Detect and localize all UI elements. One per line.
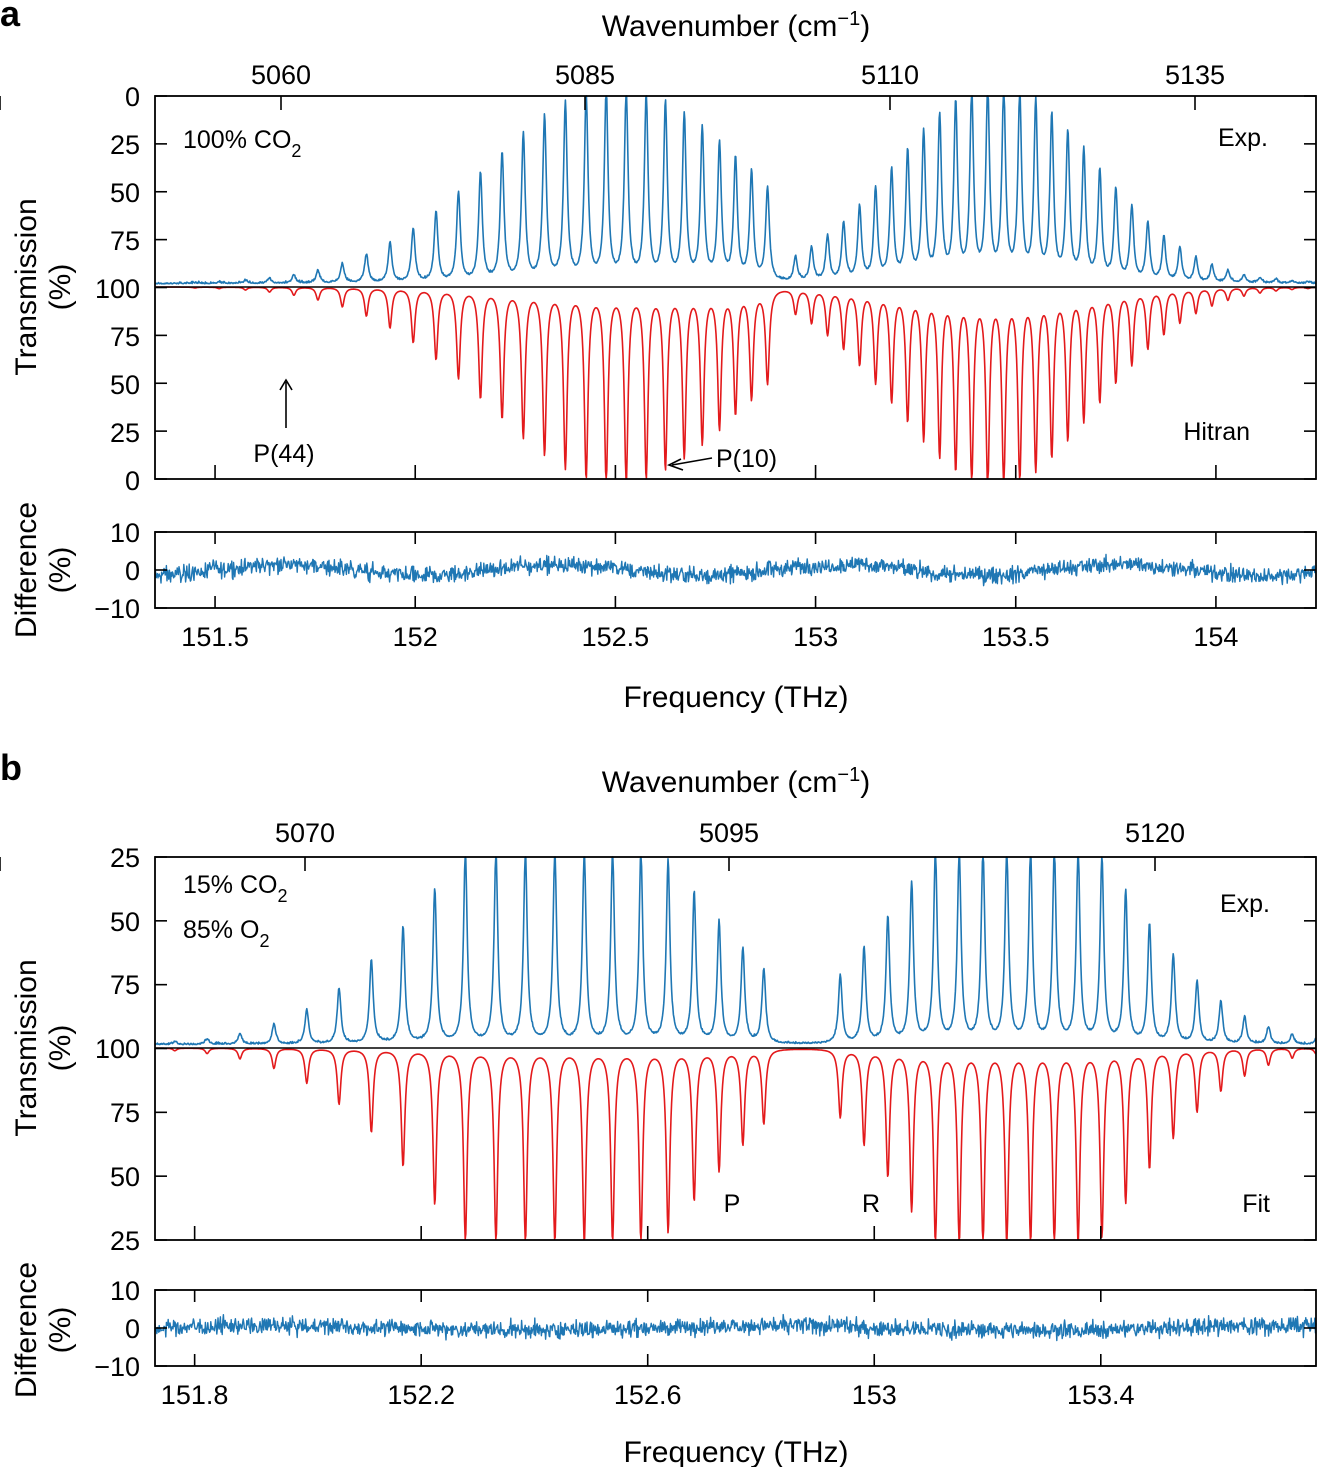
panel-a-top-tick-5085: 5085 xyxy=(555,60,615,90)
panel-a-diff-ytick-0: 0 xyxy=(125,556,140,586)
panel-b-ytick-25: 25 xyxy=(110,843,140,873)
panel-b-ytick-lower-50: 50 xyxy=(110,1162,140,1192)
panel-a-hitran-label: Hitran xyxy=(1183,418,1250,446)
panel-a-difference-ticks xyxy=(155,531,1316,609)
panel-a: a Wavenumber (cm−1) 5060 5085 5110 5135 … xyxy=(0,0,1317,714)
panel-b-diff-ylabel-unit: (%) xyxy=(44,1307,77,1354)
panel-b-gas-annotation-o2: 85% O2 xyxy=(183,916,269,951)
panel-a-xaxis-title: Frequency (THz) xyxy=(623,681,848,714)
panel-a-ytick-0: 0 xyxy=(125,82,140,112)
panel-b-xtick-152.6: 152.6 xyxy=(614,1380,682,1410)
panel-a-y-tick-labels: 0 25 50 75 100 75 50 25 0 xyxy=(95,82,140,496)
panel-b-xtick-153: 153 xyxy=(852,1380,897,1410)
panel-a-ytick-lower-50: 50 xyxy=(110,370,140,400)
panel-b-gas-annotation-co2: 15% CO2 xyxy=(183,871,288,906)
panel-b-xtick-153.4: 153.4 xyxy=(1067,1380,1135,1410)
panel-a-top-tick-5110: 5110 xyxy=(861,60,919,90)
panel-b-diff-ytick-0: 0 xyxy=(125,1314,140,1344)
panel-b-xaxis-title: Frequency (THz) xyxy=(623,1436,848,1467)
panel-a-ylabel-transmission: Transmission xyxy=(10,198,43,375)
panel-b-top-tick-labels: 5070 5095 5120 xyxy=(275,818,1185,848)
panel-b-x-tick-labels: 151.8 152.2 152.6 153 153.4 xyxy=(161,1380,1135,1410)
panel-a-exp-series xyxy=(154,95,1317,285)
panel-a-diff-ytick-m10: −10 xyxy=(94,594,140,624)
panel-a-xtick-152.5: 152.5 xyxy=(582,622,650,652)
panel-b-top-tick-5095: 5095 xyxy=(699,818,759,848)
panel-a-p10-arrow xyxy=(671,457,713,466)
panel-b-ytick-100: 100 xyxy=(95,1034,140,1064)
panel-b-ytick-lower-25: 25 xyxy=(110,1226,140,1256)
panel-b-diff-ytick-m10: −10 xyxy=(94,1352,140,1382)
panel-a-exp-label: Exp. xyxy=(1218,124,1268,152)
panel-a-diff-ylabel-unit: (%) xyxy=(44,547,77,594)
panel-a-diff-ytick-10: 10 xyxy=(110,518,140,548)
panel-a-xtick-154: 154 xyxy=(1193,622,1238,652)
panel-b-top-tick-5070: 5070 xyxy=(275,818,335,848)
panel-b-main-ticks xyxy=(0,856,1316,1241)
panel-a-letter: a xyxy=(0,0,21,34)
panel-a-xtick-151.5: 151.5 xyxy=(181,622,249,652)
panel-a-ytick-75: 75 xyxy=(110,226,140,256)
panel-b-r-branch-label: R xyxy=(862,1190,880,1218)
panel-a-p10-arrowhead xyxy=(666,458,684,471)
panel-a-p44-arrowhead xyxy=(279,378,293,391)
panel-a-ytick-50: 50 xyxy=(110,178,140,208)
panel-b-exp-series xyxy=(154,856,1317,1046)
panel-a-ytick-lower-25: 25 xyxy=(110,418,140,448)
panel-a-xtick-153: 153 xyxy=(793,622,838,652)
panel-b-p-branch-label: P xyxy=(724,1190,741,1218)
panel-a-ytick-lower-75: 75 xyxy=(110,322,140,352)
panel-b: b Wavenumber (cm−1) 5070 5095 5120 25 50… xyxy=(0,747,1317,1467)
panel-b-ylabel-unit: (%) xyxy=(44,1025,77,1072)
panel-a-ytick-25: 25 xyxy=(110,130,140,160)
panel-b-top-axis-title: Wavenumber (cm−1) xyxy=(602,764,870,799)
panel-b-y-tick-labels: 25 50 75 100 75 50 25 xyxy=(95,843,140,1256)
panel-b-xtick-151.8: 151.8 xyxy=(161,1380,229,1410)
panel-a-top-tick-5135: 5135 xyxy=(1165,60,1225,90)
panel-a-ylabel-unit: (%) xyxy=(44,264,77,311)
panel-a-p44-label: P(44) xyxy=(253,440,314,468)
panel-b-fit-label: Fit xyxy=(1242,1190,1270,1218)
panel-b-xtick-152.2: 152.2 xyxy=(387,1380,455,1410)
panel-a-x-tick-labels: 151.5 152 152.5 153 153.5 154 xyxy=(181,622,1238,652)
panel-b-difference-ticks xyxy=(155,1289,1316,1367)
panel-b-ytick-lower-75: 75 xyxy=(110,1098,140,1128)
panel-a-diff-ylabel: Difference xyxy=(10,502,43,638)
panel-a-main-ticks xyxy=(0,95,1316,480)
panel-b-top-tick-5120: 5120 xyxy=(1125,818,1185,848)
panel-a-xtick-153.5: 153.5 xyxy=(982,622,1050,652)
panel-b-diff-ylabel: Difference xyxy=(10,1262,43,1398)
panel-a-p10-label: P(10) xyxy=(716,445,777,473)
panel-b-difference-series xyxy=(154,1313,1317,1342)
panel-a-top-tick-5060: 5060 xyxy=(251,60,311,90)
panel-b-exp-label: Exp. xyxy=(1220,890,1270,918)
panel-a-hitran-series xyxy=(154,286,1317,479)
panel-b-ylabel-transmission: Transmission xyxy=(10,959,43,1136)
panel-b-letter: b xyxy=(0,747,22,788)
panel-a-difference-series xyxy=(154,553,1317,587)
panel-a-ytick-lower-0: 0 xyxy=(125,466,140,496)
panel-a-top-tick-labels: 5060 5085 5110 5135 xyxy=(251,60,1225,90)
panel-a-top-axis-title: Wavenumber (cm−1) xyxy=(602,8,870,43)
panel-a-gas-annotation: 100% CO2 xyxy=(183,126,301,161)
panel-a-xtick-152: 152 xyxy=(393,622,438,652)
panel-b-fit-series xyxy=(154,1047,1317,1240)
panel-a-ytick-100: 100 xyxy=(95,274,140,304)
panel-b-ytick-75: 75 xyxy=(110,970,140,1000)
panel-b-ytick-50: 50 xyxy=(110,907,140,937)
panel-b-diff-ytick-10: 10 xyxy=(110,1276,140,1306)
